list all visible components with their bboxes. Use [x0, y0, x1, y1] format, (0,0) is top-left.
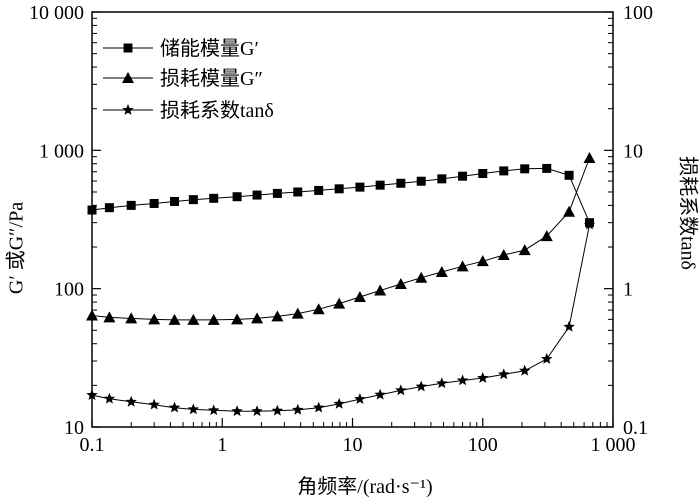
data-point [233, 192, 242, 201]
data-point [86, 309, 98, 320]
x-tick-label: 100 [468, 434, 498, 456]
legend: 储能模量G′ 损耗模量G″ 损耗系数tanδ [103, 37, 274, 122]
y-left-tick-label: 10 [64, 417, 84, 439]
data-point [355, 183, 364, 192]
data-point [583, 152, 595, 163]
x-tick-label: 10 [343, 434, 363, 456]
data-point [126, 396, 137, 407]
data-point [477, 255, 489, 266]
y-left-tick-label: 10 000 [29, 2, 84, 24]
y-left-tick-label: 1 000 [39, 140, 84, 162]
data-point [436, 266, 448, 277]
data-point [169, 402, 180, 413]
y-right-tick-label: 100 [623, 2, 653, 24]
data-point [395, 384, 406, 395]
data-point [457, 260, 469, 271]
data-point [105, 203, 114, 212]
legend-marker [124, 44, 133, 53]
data-point [520, 164, 529, 173]
x-axis-label: 角频率/(rad·s⁻¹) [297, 470, 432, 499]
data-point [499, 166, 508, 175]
data-point [498, 249, 510, 260]
data-point [416, 381, 427, 392]
data-point [563, 206, 575, 217]
data-point [209, 194, 218, 203]
data-point [208, 404, 219, 415]
data-point [251, 405, 262, 416]
data-point [395, 278, 407, 289]
data-point [333, 398, 344, 409]
y-axis-right-label: 损耗系数tanδ [676, 156, 700, 270]
data-point [293, 187, 302, 196]
data-point [354, 291, 366, 302]
series-3 [86, 219, 595, 416]
legend-label: 损耗系数tanδ [160, 99, 274, 122]
data-point [519, 365, 530, 376]
data-point [292, 404, 303, 415]
data-point [417, 177, 426, 186]
series-layer [86, 152, 595, 416]
data-point [354, 393, 365, 404]
data-point [313, 402, 324, 413]
data-point [187, 314, 199, 325]
data-point [150, 199, 159, 208]
legend-marker [122, 104, 133, 115]
data-point [415, 272, 427, 283]
legend-label: 损耗模量G″ [160, 67, 263, 90]
data-point [272, 405, 283, 416]
y-right-tick-label: 10 [623, 140, 643, 162]
data-point [478, 169, 487, 178]
data-point [104, 393, 115, 404]
data-point [127, 201, 136, 210]
data-point [189, 195, 198, 204]
data-point [519, 244, 531, 255]
series-1 [88, 164, 594, 227]
data-point [437, 174, 446, 183]
data-point [231, 405, 242, 416]
data-point [376, 181, 385, 190]
series-line [92, 158, 590, 320]
data-point [541, 353, 552, 364]
series-2 [86, 152, 595, 325]
data-point [314, 186, 323, 195]
data-point [333, 298, 345, 309]
data-point [88, 206, 97, 215]
data-point [335, 184, 344, 193]
data-point [313, 303, 325, 314]
y-right-tick-label: 1 [623, 279, 633, 301]
data-point [374, 284, 386, 295]
legend-label: 储能模量G′ [160, 37, 259, 60]
data-point [170, 197, 179, 206]
data-point [148, 399, 159, 410]
data-point [498, 368, 509, 379]
data-point [563, 321, 574, 332]
data-point [273, 189, 282, 198]
data-point [477, 372, 488, 383]
series-line [92, 168, 590, 222]
data-point [542, 164, 551, 173]
data-point [565, 171, 574, 180]
data-point [457, 374, 468, 385]
y-axis-left-label: G′ 或G″/Pa [0, 202, 29, 294]
data-point [458, 172, 467, 181]
data-point [374, 389, 385, 400]
x-tick-label: 1 [217, 434, 227, 456]
data-point [188, 403, 199, 414]
data-point [436, 377, 447, 388]
data-point [396, 179, 405, 188]
y-right-tick-label: 0.1 [623, 417, 648, 439]
y-left-tick-label: 100 [54, 279, 84, 301]
data-point [253, 191, 262, 200]
